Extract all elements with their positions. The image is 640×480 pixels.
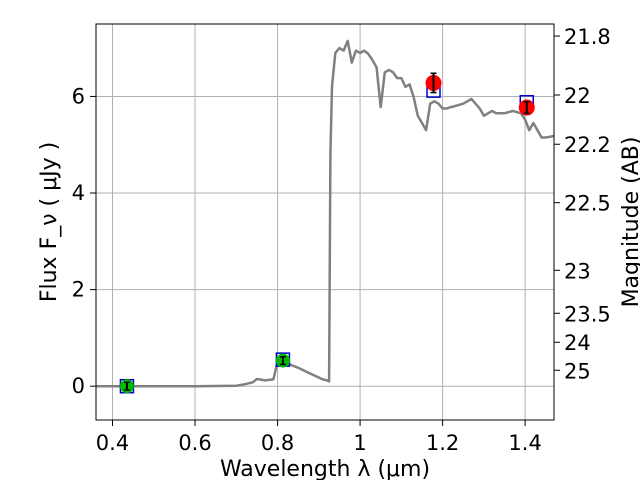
- y-tick-label: 4: [72, 181, 85, 205]
- y-axis-ticks: 0 2 4 6: [72, 84, 96, 398]
- right-tick-label: 21.8: [564, 25, 611, 49]
- model-spectrum-line: [96, 39, 555, 388]
- right-axis-ticks: 21.8 22 22.2 22.5 23 23.5 24 25: [554, 25, 611, 383]
- x-tick-label: 0.8: [261, 431, 294, 455]
- y-tick-label: 0: [72, 374, 85, 398]
- photometry-points: [119, 72, 535, 394]
- right-axis-label: Magnitude (AB): [619, 137, 640, 308]
- y-axis-label: Flux F_ν ( μJy ): [37, 142, 62, 302]
- model-spectrum: [96, 39, 555, 388]
- x-axis-label: Wavelength λ (μm): [220, 457, 430, 480]
- x-tick-label: 1.2: [426, 431, 459, 455]
- x-tick-label: 0.4: [96, 431, 129, 455]
- x-tick-label: 1.4: [508, 431, 541, 455]
- right-tick-label: 22.2: [564, 133, 611, 157]
- x-tick-label: 0.6: [178, 431, 211, 455]
- y-tick-label: 2: [72, 278, 85, 302]
- x-axis-ticks: 0.4 0.6 0.8 1 1.2 1.4: [96, 420, 542, 455]
- plot-frame: [95, 23, 555, 421]
- right-tick-label: 23.5: [564, 302, 611, 326]
- x-tick-label: 1: [353, 431, 366, 455]
- right-tick-label: 24: [564, 331, 591, 355]
- y-tick-label: 6: [72, 84, 85, 108]
- right-tick-label: 22: [564, 84, 591, 108]
- right-tick-label: 23: [564, 259, 591, 283]
- right-tick-label: 22.5: [564, 192, 611, 216]
- grid-lines: [96, 24, 554, 420]
- right-tick-label: 25: [564, 359, 591, 383]
